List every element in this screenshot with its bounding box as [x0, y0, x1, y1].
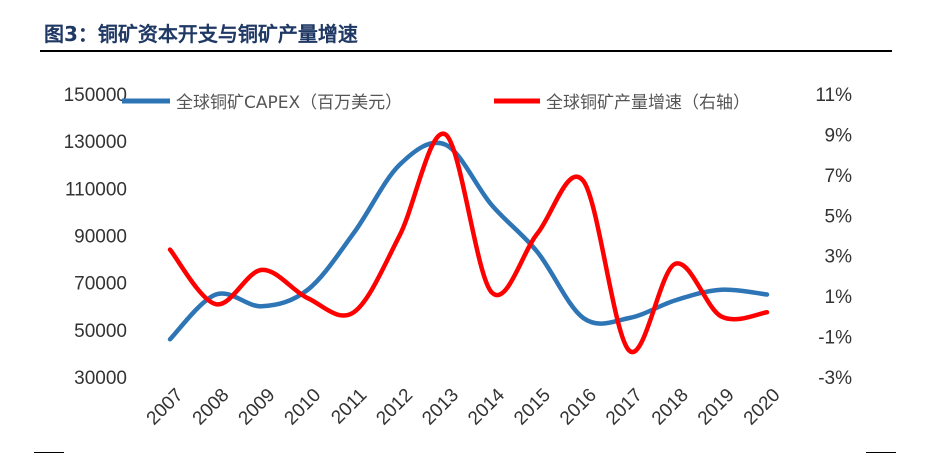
title-divider	[40, 50, 892, 52]
x-tick-label: 2007	[143, 385, 188, 430]
right-axis: 11% 9% 7% 5% 3% 1% -1% -3%	[815, 85, 852, 389]
right-tick-label: 9%	[825, 125, 853, 146]
right-tick-label: 11%	[815, 85, 852, 106]
left-tick-label: 30000	[74, 368, 127, 389]
x-axis: 2007 2008 2009 2010 2011 2012 2013 2014 2015 2016…	[143, 384, 785, 429]
x-tick-label: 2020	[740, 385, 785, 430]
right-tick-label: 7%	[825, 166, 853, 187]
left-tick-label: 110000	[65, 179, 127, 200]
left-tick-label: 90000	[74, 227, 127, 248]
x-tick-label: 2009	[235, 385, 280, 430]
left-tick-label: 70000	[74, 274, 127, 295]
right-tick-label: -1%	[818, 328, 852, 349]
x-tick-label: 2015	[510, 385, 555, 430]
x-tick-label: 2014	[464, 384, 509, 429]
left-tick-label: 130000	[64, 132, 127, 153]
left-tick-label: 50000	[74, 321, 127, 342]
right-tick-label: 3%	[825, 247, 853, 268]
legend-label: 全球铜矿产量增速（右轴）	[546, 93, 750, 113]
bottom-divider-left	[34, 452, 64, 453]
x-tick-label: 2018	[648, 385, 693, 430]
legend: 全球铜矿CAPEX（百万美元） 全球铜矿产量增速（右轴）	[122, 93, 750, 113]
right-tick-label: 5%	[825, 206, 853, 227]
left-axis: 150000 130000 110000 90000 70000 50000 30000	[64, 85, 127, 389]
page-title: 图3：铜矿资本开支与铜矿产量增速	[44, 22, 358, 46]
bottom-divider-right	[866, 452, 896, 453]
x-tick-label: 2012	[372, 385, 417, 430]
x-tick-label: 2010	[281, 385, 326, 430]
left-tick-label: 150000	[64, 85, 127, 106]
series-layer	[167, 131, 770, 355]
x-tick-label: 2013	[418, 385, 463, 430]
x-tick-label: 2008	[189, 385, 234, 430]
x-tick-label: 2016	[556, 385, 601, 430]
x-tick-label: 2011	[327, 385, 371, 429]
legend-label: 全球铜矿CAPEX（百万美元）	[176, 93, 402, 113]
right-tick-label: -3%	[818, 368, 852, 389]
x-tick-label: 2019	[694, 385, 739, 430]
capex-series-line	[167, 140, 770, 342]
x-tick-label: 2017	[602, 385, 647, 430]
production-growth-series-line	[167, 131, 770, 355]
right-tick-label: 1%	[825, 287, 853, 308]
